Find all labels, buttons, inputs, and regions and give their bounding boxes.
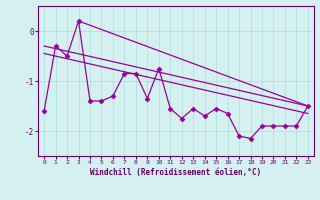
X-axis label: Windchill (Refroidissement éolien,°C): Windchill (Refroidissement éolien,°C) — [91, 168, 261, 177]
